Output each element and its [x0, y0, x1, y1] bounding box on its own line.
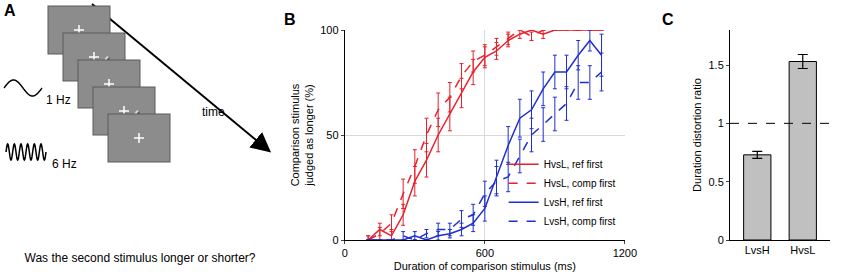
svg-text:100: 100 [320, 24, 338, 36]
svg-text:Duration of comparison stimulu: Duration of comparison stimulus (ms) [394, 260, 576, 272]
svg-text:0: 0 [718, 234, 724, 246]
svg-text:0: 0 [332, 234, 338, 246]
svg-text:A: A [4, 2, 16, 19]
svg-text:LvsH, comp first: LvsH, comp first [544, 216, 616, 227]
svg-text:LvsH: LvsH [745, 244, 770, 256]
svg-text:Comparison stimulusjudged as l: Comparison stimulusjudged as longer (%) [289, 83, 315, 187]
svg-text:time: time [202, 105, 225, 119]
svg-text:1200: 1200 [613, 247, 637, 259]
svg-text:HvsL: HvsL [790, 244, 815, 256]
svg-text:600: 600 [476, 247, 494, 259]
svg-text:0.5: 0.5 [708, 176, 723, 188]
svg-text:Duration distortion ratio: Duration distortion ratio [691, 78, 703, 192]
svg-text:0: 0 [342, 247, 348, 259]
svg-text:HvsL, ref first: HvsL, ref first [544, 159, 603, 170]
svg-text:50: 50 [326, 129, 338, 141]
svg-text:B: B [284, 11, 296, 28]
svg-text:Was the second stimulus longer: Was the second stimulus longer or shorte… [25, 251, 256, 265]
svg-text:HvsL, comp first: HvsL, comp first [544, 178, 616, 189]
svg-text:1 Hz: 1 Hz [46, 93, 71, 107]
svg-text:6 Hz: 6 Hz [52, 157, 77, 171]
svg-text:1: 1 [718, 117, 724, 129]
svg-text:1.5: 1.5 [708, 59, 723, 71]
svg-text:C: C [662, 11, 674, 28]
svg-text:LvsH, ref first: LvsH, ref first [544, 197, 603, 208]
